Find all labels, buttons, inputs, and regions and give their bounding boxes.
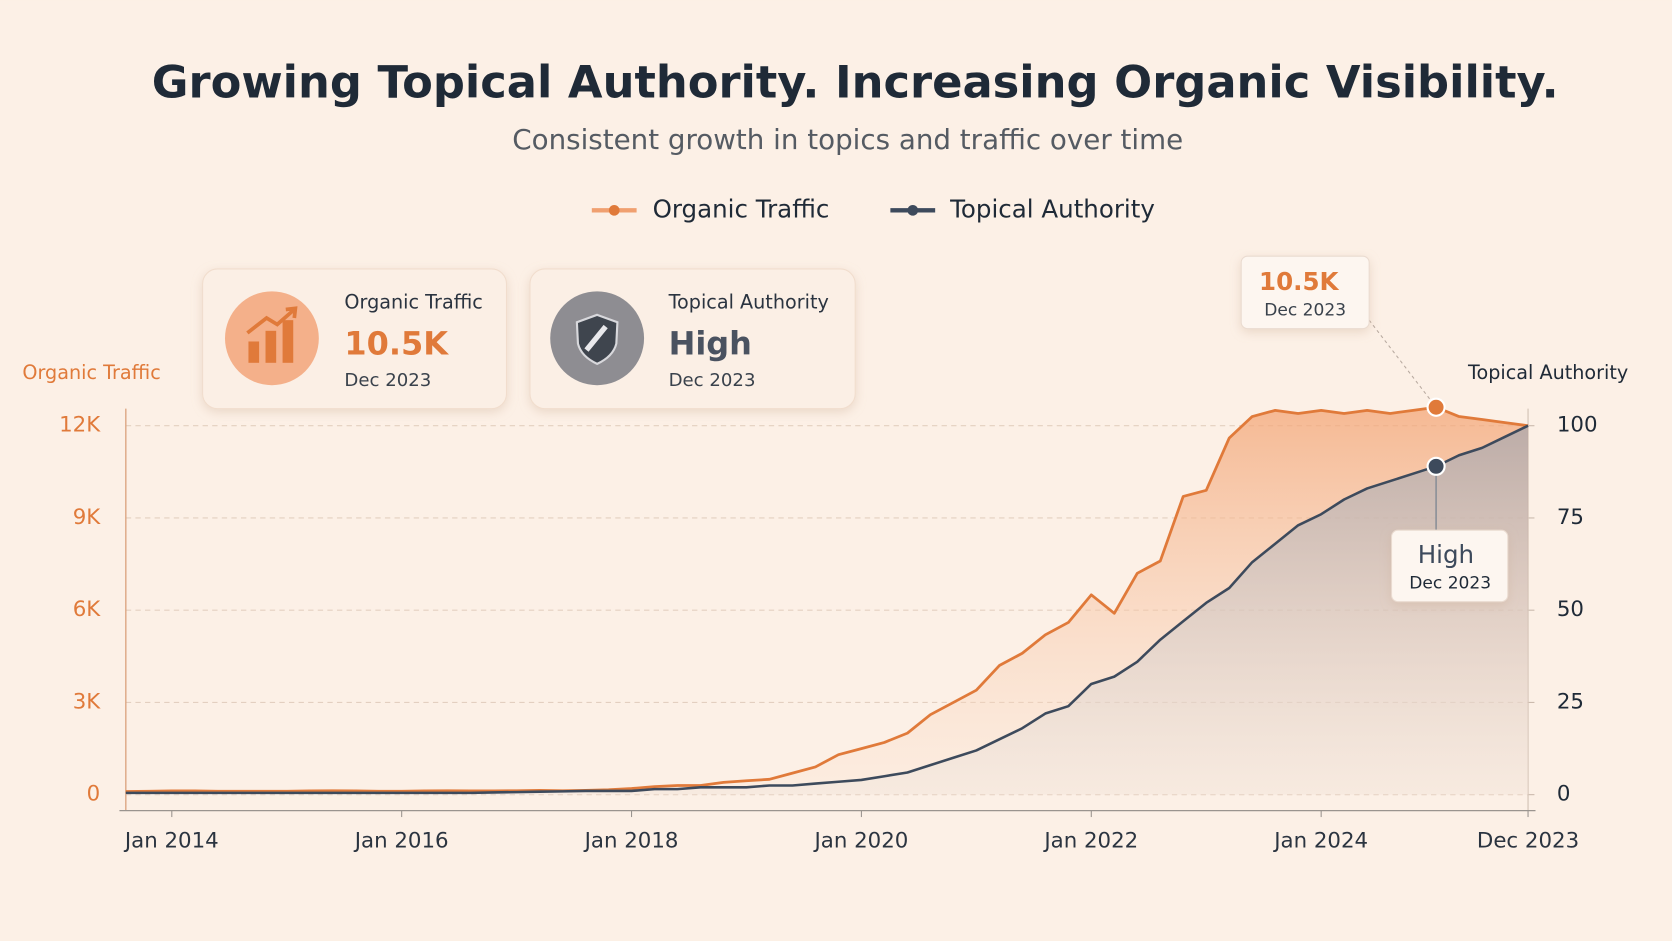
legend-swatch-dot xyxy=(608,204,620,216)
x-tick-label: Jan 2022 xyxy=(1042,829,1138,854)
kpi-card: Topical Authority High Dec 2023 xyxy=(529,268,856,410)
x-tick-label: Jan 2020 xyxy=(812,829,908,854)
card-date: Dec 2023 xyxy=(669,370,756,391)
y2-tick-label: 100 xyxy=(1557,413,1598,438)
highlight-point xyxy=(1426,456,1446,476)
callout-box xyxy=(1240,255,1370,330)
icon-check xyxy=(584,324,608,352)
icon-bar xyxy=(282,320,294,363)
card-date: Dec 2023 xyxy=(344,370,431,391)
y-axis-title: Organic Traffic xyxy=(22,361,160,384)
callout-value: 10.5K xyxy=(1259,267,1339,296)
y2-tick-label: 0 xyxy=(1557,782,1571,807)
line xyxy=(125,405,1529,793)
plot-area: 0 3K 6K 9K 12K 0 25 50 75 100 Jan 2014 Jan 2016 Jan … xyxy=(59,255,1598,854)
legend-label: Organic Traffic xyxy=(653,194,830,223)
area xyxy=(125,425,1529,795)
x-tick-label: Jan 2018 xyxy=(583,829,679,854)
kpi-card: Organic Traffic 10.5K Dec 2023 xyxy=(202,268,508,410)
chart-title: Growing Topical Authority. Increasing Or… xyxy=(152,56,1559,109)
icon-arrow xyxy=(246,308,296,335)
callout-note: Dec 2023 xyxy=(1409,574,1491,594)
x-tick-label: Jan 2014 xyxy=(123,829,219,854)
icon-arrow xyxy=(285,306,298,319)
callout-note: Dec 2023 xyxy=(1264,301,1346,321)
card-label: Topical Authority xyxy=(668,291,829,314)
legend-swatch-dot xyxy=(907,204,919,216)
x-tick-label: Dec 2023 xyxy=(1477,829,1579,854)
card-label: Organic Traffic xyxy=(344,291,482,314)
y2-tick-label: 75 xyxy=(1557,505,1584,530)
legend-label: Topical Authority xyxy=(949,194,1155,223)
y2-axis-title: Topical Authority xyxy=(1467,361,1628,384)
y-tick-label: 6K xyxy=(73,597,102,622)
y-tick-label: 9K xyxy=(73,505,102,530)
y2-tick-label: 50 xyxy=(1557,597,1584,622)
x-tick-label: Jan 2024 xyxy=(1272,829,1368,854)
callout-value: High xyxy=(1418,540,1474,569)
callout-leader xyxy=(1368,319,1437,408)
card-value: High xyxy=(669,325,752,363)
y-tick-label: 0 xyxy=(87,782,101,807)
chart-subtitle: Consistent growth in topics and traffic … xyxy=(512,123,1183,156)
y-tick-label: 3K xyxy=(73,689,102,714)
line xyxy=(125,424,1529,795)
y2-tick-label: 25 xyxy=(1557,689,1584,714)
legend: Organic Traffic Topical Authority xyxy=(591,194,1155,223)
icon-bar xyxy=(265,330,277,363)
y-tick-label: 12K xyxy=(59,413,101,438)
icon-bar xyxy=(248,341,260,363)
callout-box xyxy=(1391,529,1509,603)
card-value: 10.5K xyxy=(344,325,449,363)
x-tick-label: Jan 2016 xyxy=(353,829,449,854)
highlight-point xyxy=(1426,397,1446,417)
